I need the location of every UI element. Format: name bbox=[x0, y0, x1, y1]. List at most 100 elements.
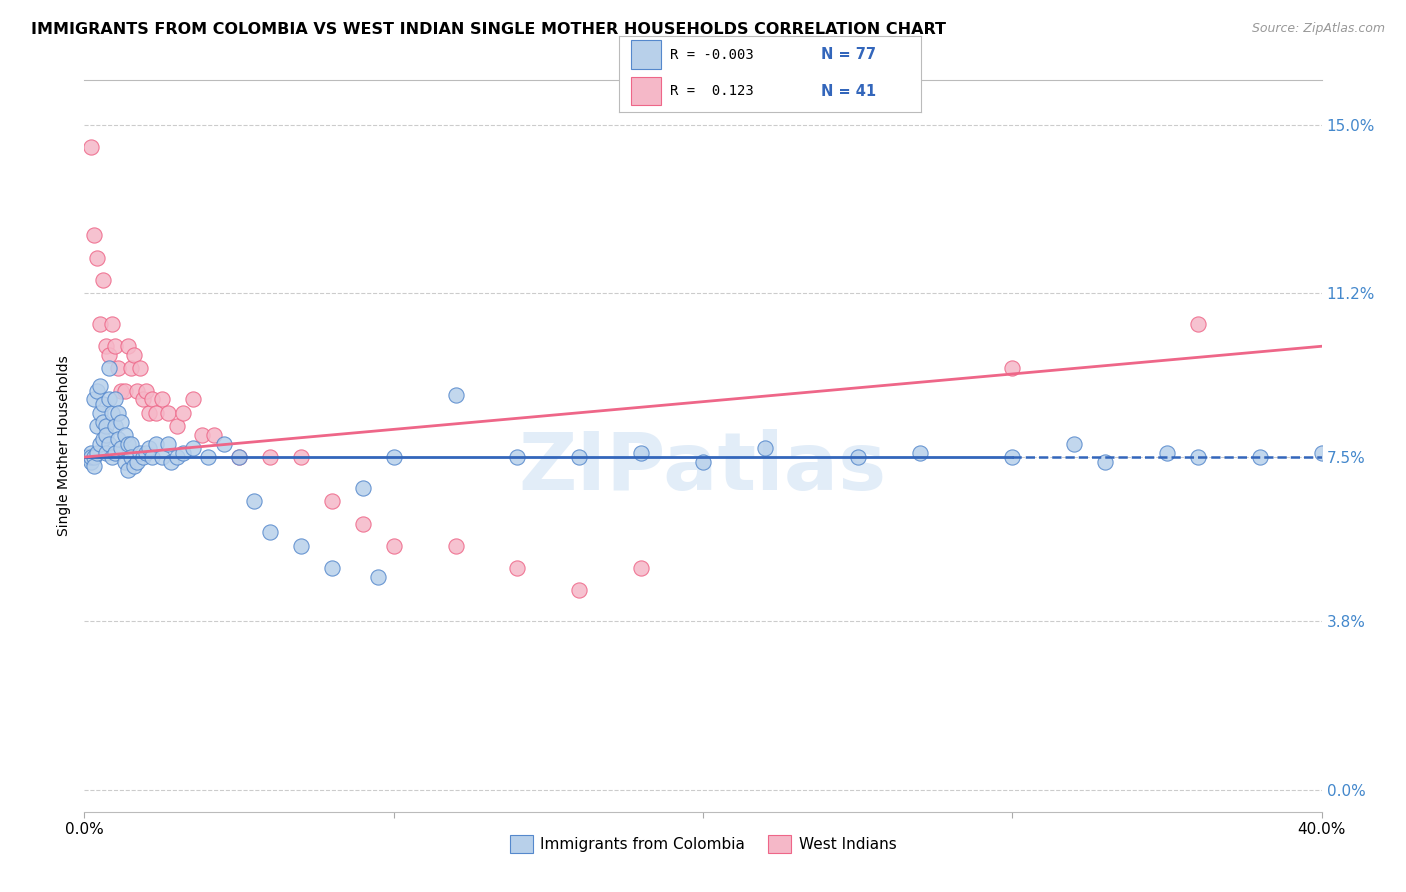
Point bbox=[630, 561, 652, 575]
Point bbox=[89, 379, 111, 393]
Point bbox=[150, 392, 173, 407]
Point bbox=[114, 384, 136, 398]
Point bbox=[243, 494, 266, 508]
Point bbox=[94, 339, 117, 353]
Point bbox=[166, 419, 188, 434]
Point bbox=[141, 450, 163, 464]
Text: R =  0.123: R = 0.123 bbox=[671, 84, 754, 98]
Point bbox=[122, 348, 145, 362]
Point bbox=[568, 583, 591, 598]
Point bbox=[120, 361, 142, 376]
Point bbox=[908, 445, 931, 459]
Text: IMMIGRANTS FROM COLOMBIA VS WEST INDIAN SINGLE MOTHER HOUSEHOLDS CORRELATION CHA: IMMIGRANTS FROM COLOMBIA VS WEST INDIAN … bbox=[31, 22, 946, 37]
Point bbox=[89, 317, 111, 331]
Point bbox=[125, 454, 148, 468]
Point bbox=[1156, 445, 1178, 459]
Point bbox=[110, 384, 132, 398]
Point bbox=[382, 539, 405, 553]
Point bbox=[181, 392, 204, 407]
Point bbox=[86, 384, 108, 398]
Point bbox=[228, 450, 250, 464]
Text: N = 41: N = 41 bbox=[821, 84, 876, 98]
Point bbox=[110, 441, 132, 455]
Point bbox=[76, 450, 98, 464]
Point bbox=[129, 445, 152, 459]
Point bbox=[321, 494, 343, 508]
Point bbox=[1063, 437, 1085, 451]
Point bbox=[1249, 450, 1271, 464]
Text: R = -0.003: R = -0.003 bbox=[671, 47, 754, 62]
Point bbox=[1001, 450, 1024, 464]
Text: ZIPatlas: ZIPatlas bbox=[519, 429, 887, 507]
Point bbox=[98, 348, 121, 362]
Point bbox=[107, 433, 129, 447]
Point bbox=[191, 428, 214, 442]
Point bbox=[83, 458, 105, 473]
Point bbox=[141, 392, 163, 407]
Point bbox=[156, 406, 179, 420]
Point bbox=[135, 445, 157, 459]
Point bbox=[197, 450, 219, 464]
Point bbox=[150, 450, 173, 464]
Point bbox=[444, 539, 467, 553]
Point bbox=[202, 428, 225, 442]
Text: Source: ZipAtlas.com: Source: ZipAtlas.com bbox=[1251, 22, 1385, 36]
Point bbox=[138, 441, 160, 455]
Point bbox=[172, 445, 194, 459]
Point bbox=[117, 437, 139, 451]
Point bbox=[1094, 454, 1116, 468]
Point bbox=[228, 450, 250, 464]
Point bbox=[444, 388, 467, 402]
Point bbox=[122, 458, 145, 473]
Point bbox=[101, 317, 124, 331]
Point bbox=[506, 561, 529, 575]
Bar bbox=[631, 77, 661, 105]
Point bbox=[114, 428, 136, 442]
Point bbox=[79, 454, 101, 468]
Point bbox=[1187, 450, 1209, 464]
Point bbox=[94, 428, 117, 442]
Point bbox=[129, 361, 152, 376]
Point bbox=[104, 445, 127, 459]
Point bbox=[125, 384, 148, 398]
Point bbox=[1187, 317, 1209, 331]
Point bbox=[568, 450, 591, 464]
Point bbox=[110, 415, 132, 429]
Point bbox=[117, 339, 139, 353]
Point bbox=[98, 361, 121, 376]
Bar bbox=[631, 40, 661, 69]
Point bbox=[1001, 361, 1024, 376]
Point bbox=[352, 516, 374, 531]
Point bbox=[321, 561, 343, 575]
Point bbox=[382, 450, 405, 464]
Point bbox=[290, 450, 312, 464]
Point bbox=[104, 339, 127, 353]
Point bbox=[101, 450, 124, 464]
Point bbox=[89, 406, 111, 420]
Point bbox=[506, 450, 529, 464]
Point bbox=[86, 419, 108, 434]
Point bbox=[166, 450, 188, 464]
Point bbox=[754, 441, 776, 455]
Point bbox=[259, 525, 281, 540]
Point bbox=[86, 251, 108, 265]
Point bbox=[132, 392, 155, 407]
Point bbox=[104, 392, 127, 407]
Point bbox=[83, 450, 105, 464]
Point bbox=[79, 140, 101, 154]
Point bbox=[156, 437, 179, 451]
Point bbox=[630, 445, 652, 459]
Point bbox=[145, 406, 167, 420]
Text: N = 77: N = 77 bbox=[821, 47, 876, 62]
Point bbox=[846, 450, 869, 464]
Point bbox=[135, 384, 157, 398]
Point bbox=[79, 450, 101, 464]
Y-axis label: Single Mother Households: Single Mother Households bbox=[58, 356, 72, 536]
Point bbox=[107, 406, 129, 420]
Point bbox=[1310, 445, 1333, 459]
Point bbox=[98, 437, 121, 451]
Point bbox=[132, 450, 155, 464]
Point bbox=[94, 419, 117, 434]
Point bbox=[120, 437, 142, 451]
Point bbox=[181, 441, 204, 455]
